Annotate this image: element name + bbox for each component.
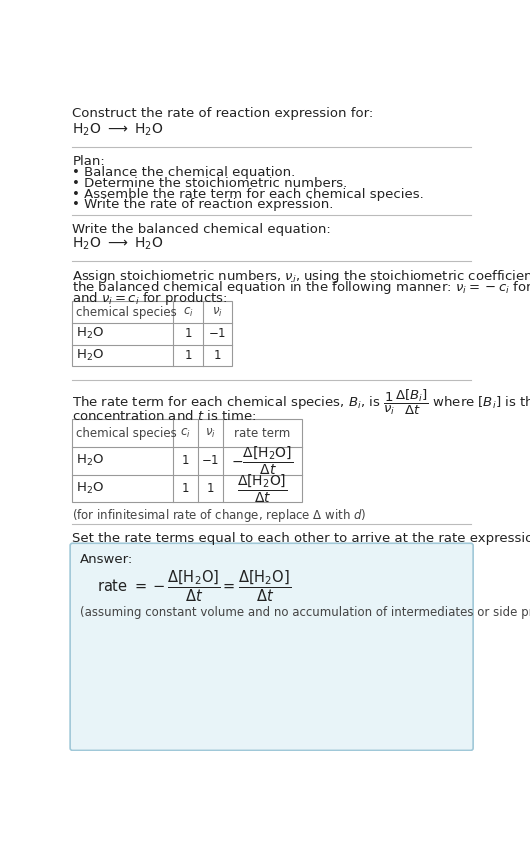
Text: • Balance the chemical equation.: • Balance the chemical equation.	[73, 166, 296, 179]
Text: $\mathrm{H_2O}\ \longrightarrow\ \mathrm{H_2O}$: $\mathrm{H_2O}\ \longrightarrow\ \mathrm…	[73, 122, 164, 138]
Text: $c_i$: $c_i$	[180, 426, 191, 440]
Text: chemical species: chemical species	[76, 306, 177, 319]
Text: Plan:: Plan:	[73, 155, 105, 168]
Text: • Determine the stoichiometric numbers.: • Determine the stoichiometric numbers.	[73, 176, 348, 190]
Text: Write the balanced chemical equation:: Write the balanced chemical equation:	[73, 223, 331, 236]
Text: (assuming constant volume and no accumulation of intermediates or side products): (assuming constant volume and no accumul…	[80, 606, 530, 619]
Text: the balanced chemical equation in the following manner: $\nu_i = -c_i$ for react: the balanced chemical equation in the fo…	[73, 279, 530, 296]
Text: • Assemble the rate term for each chemical species.: • Assemble the rate term for each chemic…	[73, 187, 424, 201]
Text: and $\nu_i = c_i$ for products:: and $\nu_i = c_i$ for products:	[73, 290, 228, 307]
FancyBboxPatch shape	[70, 544, 473, 750]
Text: 1: 1	[184, 327, 192, 340]
Text: $\nu_i$: $\nu_i$	[205, 426, 216, 440]
Text: 1: 1	[184, 349, 192, 362]
Text: Set the rate terms equal to each other to arrive at the rate expression:: Set the rate terms equal to each other t…	[73, 532, 530, 544]
Text: 1: 1	[182, 482, 189, 495]
Text: • Write the rate of reaction expression.: • Write the rate of reaction expression.	[73, 198, 334, 211]
Text: $\mathrm{H_2O}$: $\mathrm{H_2O}$	[76, 327, 104, 341]
Text: $-\dfrac{\Delta[\mathrm{H_2O}]}{\Delta t}$: $-\dfrac{\Delta[\mathrm{H_2O}]}{\Delta t…	[231, 445, 293, 477]
Text: $-1$: $-1$	[201, 454, 219, 468]
Text: (for infinitesimal rate of change, replace $\Delta$ with $d$): (for infinitesimal rate of change, repla…	[73, 507, 367, 524]
Text: The rate term for each chemical species, $B_i$, is $\dfrac{1}{\nu_i}\dfrac{\Delt: The rate term for each chemical species,…	[73, 387, 530, 417]
Bar	[73, 419, 302, 502]
Text: $\nu_i$: $\nu_i$	[212, 306, 223, 319]
Text: Assign stoichiometric numbers, $\nu_i$, using the stoichiometric coefficients, $: Assign stoichiometric numbers, $\nu_i$, …	[73, 268, 530, 285]
Text: 1: 1	[182, 454, 189, 468]
Text: Answer:: Answer:	[80, 554, 134, 566]
Text: $\mathrm{H_2O}$: $\mathrm{H_2O}$	[76, 481, 104, 496]
Text: $\mathrm{H_2O}$: $\mathrm{H_2O}$	[76, 348, 104, 363]
Text: rate term: rate term	[234, 427, 290, 440]
Text: rate $= -\dfrac{\Delta[\mathrm{H_2O}]}{\Delta t}= \dfrac{\Delta[\mathrm{H_2O}]}{: rate $= -\dfrac{\Delta[\mathrm{H_2O}]}{\…	[97, 569, 292, 604]
Text: $\mathrm{H_2O}\ \longrightarrow\ \mathrm{H_2O}$: $\mathrm{H_2O}\ \longrightarrow\ \mathrm…	[73, 235, 164, 252]
Text: chemical species: chemical species	[76, 427, 177, 440]
Text: 1: 1	[214, 349, 221, 362]
Text: Construct the rate of reaction expression for:: Construct the rate of reaction expressio…	[73, 107, 374, 121]
Text: 1: 1	[207, 482, 214, 495]
Text: concentration and $t$ is time:: concentration and $t$ is time:	[73, 409, 257, 424]
Text: $\mathrm{H_2O}$: $\mathrm{H_2O}$	[76, 453, 104, 468]
Text: $c_i$: $c_i$	[182, 306, 193, 319]
Text: $-1$: $-1$	[208, 327, 226, 340]
Bar	[73, 301, 232, 366]
Text: $\dfrac{\Delta[\mathrm{H_2O}]}{\Delta t}$: $\dfrac{\Delta[\mathrm{H_2O}]}{\Delta t}…	[237, 473, 287, 505]
